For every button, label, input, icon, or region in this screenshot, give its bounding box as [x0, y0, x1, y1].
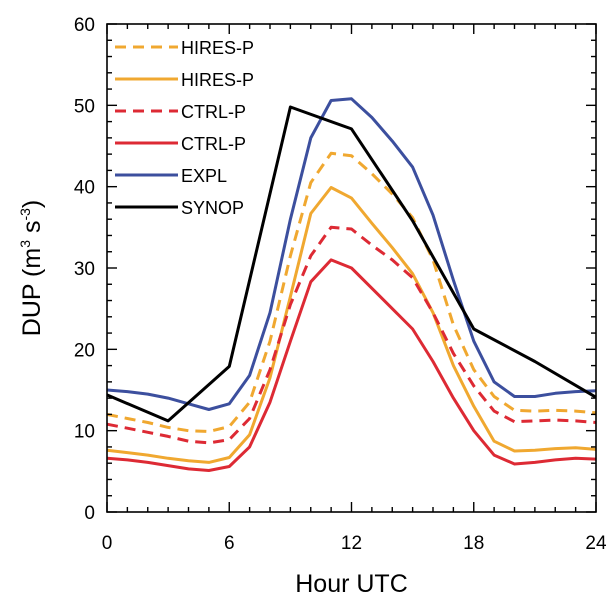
y-axis-title: DUP (m3 s-3)	[17, 200, 46, 336]
series-line-1	[106, 151, 597, 433]
x-tick-label: 6	[224, 533, 235, 554]
x-tick-label: 18	[463, 533, 484, 554]
axis-ticks	[106, 23, 597, 513]
series-layer	[106, 97, 597, 472]
series-line-2	[106, 186, 597, 464]
legend-label-5: EXPL	[181, 166, 227, 186]
y-tick-label: 10	[74, 422, 95, 443]
y-axis-title-exp1: 3	[17, 240, 33, 248]
series-line-4	[106, 258, 597, 472]
legend-label-4: CTRL-P	[181, 134, 246, 154]
y-axis-title-end: )	[18, 200, 46, 208]
legend-label-2: HIRES-P	[181, 70, 254, 90]
series-line-6	[106, 105, 597, 423]
y-tick-label: 50	[74, 96, 95, 117]
legend-label-1: HIRES-P	[181, 38, 254, 58]
y-axis-title-mid: s	[18, 221, 46, 240]
x-tick-label: 12	[341, 533, 362, 554]
x-tick-label: 0	[102, 533, 113, 554]
y-tick-label: 40	[74, 178, 95, 199]
x-tick-label: 24	[585, 533, 607, 554]
y-tick-label: 30	[74, 259, 95, 280]
y-tick-label: 60	[74, 15, 95, 36]
y-axis-title-exp2: -3	[17, 208, 33, 221]
x-axis-title: Hour UTC	[295, 570, 408, 598]
tick-labels: 0 10 20 30 40 50 60 0 6 12 18 24	[74, 15, 607, 554]
legend-label-6: SYNOP	[181, 198, 244, 218]
y-tick-label: 20	[74, 340, 95, 361]
legend-label-3: CTRL-P	[181, 102, 246, 122]
y-axis-title-base: DUP (m	[18, 248, 46, 336]
legend: HIRES-P HIRES-P CTRL-P CTRL-P EXPL SYNOP	[115, 38, 254, 218]
series-line-3	[106, 225, 597, 445]
y-tick-label: 0	[84, 503, 95, 524]
